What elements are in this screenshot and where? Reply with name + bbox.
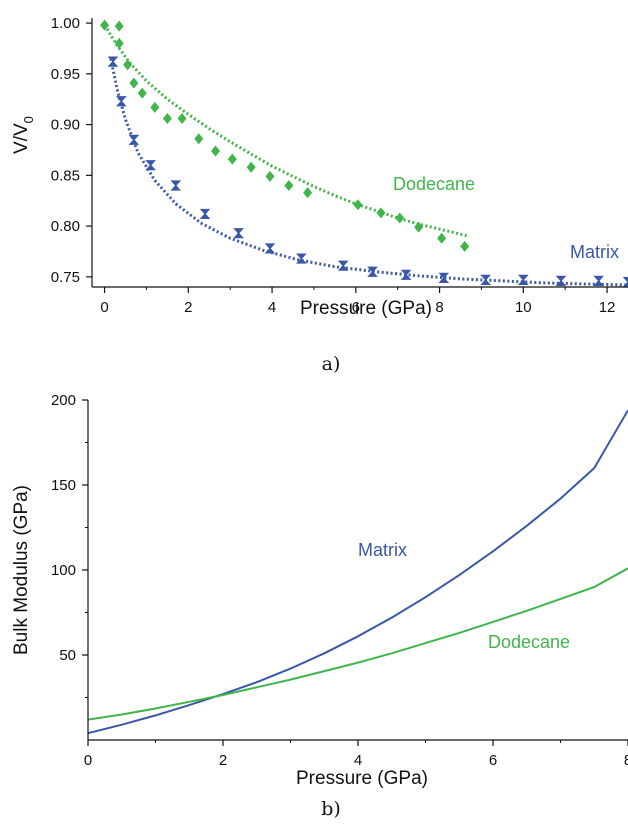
data-point-dodecane <box>150 101 160 113</box>
chart-b-x-tick-label: 0 <box>84 752 92 769</box>
chart-a-x-tick-label: 10 <box>515 299 532 316</box>
data-point-dodecane <box>211 145 221 157</box>
data-point-dodecane <box>162 112 172 124</box>
series-line-matrix <box>87 409 628 735</box>
data-point-dodecane <box>376 207 386 219</box>
chart-b-x-axis-title: Pressure (GPa) <box>296 768 428 789</box>
data-point-dodecane <box>177 112 187 124</box>
data-point-matrix <box>622 276 628 288</box>
data-point-dodecane <box>114 20 124 32</box>
data-point-dodecane <box>437 232 447 244</box>
series-line-dodecane <box>87 567 628 721</box>
data-point-matrix <box>337 260 349 271</box>
chart-a-points <box>100 19 628 288</box>
chart-a-x-tick-label: 8 <box>435 299 443 316</box>
data-point-dodecane <box>123 59 133 71</box>
chart-a-y-tick-label: 1.00 <box>51 15 80 32</box>
series-label-matrix-b: Matrix <box>358 540 407 560</box>
data-point-dodecane <box>303 187 313 199</box>
chart-a-x-axis-title: Pressure (GPa) <box>300 298 432 319</box>
chart-b-lines <box>87 409 628 735</box>
data-point-matrix <box>555 275 567 287</box>
data-point-matrix <box>115 96 127 107</box>
data-point-dodecane <box>414 221 424 233</box>
data-point-dodecane <box>284 179 294 191</box>
chart-a-y-tick-label: 0.95 <box>51 66 80 83</box>
data-point-matrix <box>145 160 156 171</box>
chart-a-y-axis-title-subscript: 0 <box>21 116 36 123</box>
data-point-dodecane <box>353 199 363 211</box>
chart-b: 0 2 4 6 8 50 100 150 200 Matrix Dodecane Pressur… <box>11 392 628 820</box>
chart-b-y-tick-label: 100 <box>51 562 76 579</box>
data-point-dodecane <box>265 170 275 182</box>
chart-b-axes: 0 2 4 6 8 50 100 150 200 <box>51 392 628 769</box>
caption-b: b) <box>321 798 341 820</box>
data-point-dodecane <box>460 240 470 252</box>
data-point-matrix <box>128 134 140 145</box>
data-point-matrix <box>107 56 119 67</box>
chart-b-y-tick-label: 50 <box>59 647 76 664</box>
data-point-matrix <box>367 266 378 277</box>
data-point-dodecane <box>114 37 124 49</box>
data-point-dodecane <box>129 77 139 89</box>
data-point-dodecane <box>227 153 237 165</box>
caption-a: a) <box>322 353 341 375</box>
data-point-matrix <box>296 253 307 264</box>
data-point-matrix <box>593 275 605 287</box>
chart-a: 0 2 4 6 8 10 12 0.75 0.80 0.85 0.90 0.95 1.00 Dodeca… <box>11 15 628 375</box>
data-point-matrix <box>400 269 412 280</box>
data-point-matrix <box>199 208 211 220</box>
chart-a-x-tick-label: 6 <box>352 299 360 316</box>
fit-line-matrix <box>109 58 628 287</box>
chart-a-y-tick-label: 0.80 <box>51 218 80 235</box>
data-point-matrix <box>264 243 276 254</box>
data-point-dodecane <box>395 212 405 224</box>
data-point-matrix <box>438 272 450 283</box>
data-point-matrix <box>170 180 182 191</box>
series-label-matrix: Matrix <box>570 242 619 262</box>
chart-b-y-tick-label: 200 <box>51 392 76 409</box>
data-point-matrix <box>517 274 529 285</box>
series-label-dodecane: Dodecane <box>393 174 475 194</box>
chart-a-y-tick-label: 0.85 <box>51 167 80 184</box>
chart-a-y-axis-title-main: V/V <box>11 123 32 154</box>
chart-b-y-axis-title: Bulk Modulus (GPa) <box>11 485 32 655</box>
data-point-dodecane <box>137 87 147 99</box>
fit-line-dodecane <box>103 24 470 238</box>
chart-a-y-tick-label: 0.75 <box>51 269 80 286</box>
data-point-matrix <box>480 274 491 285</box>
chart-a-x-tick-label: 12 <box>599 299 616 316</box>
chart-a-y-axis-title: V/V0 <box>11 116 36 154</box>
chart-a-x-tick-label: 4 <box>268 299 276 316</box>
chart-a-y-tick-label: 0.90 <box>51 117 80 134</box>
chart-b-y-tick-label: 150 <box>51 477 76 494</box>
data-point-dodecane <box>246 161 256 173</box>
chart-b-x-tick-label: 8 <box>624 752 628 769</box>
data-point-dodecane <box>100 19 110 31</box>
chart-b-x-tick-label: 2 <box>219 752 227 769</box>
data-point-matrix <box>233 228 244 239</box>
chart-a-fit-lines <box>103 24 628 287</box>
chart-a-x-tick-label: 0 <box>100 299 108 316</box>
chart-b-x-tick-label: 4 <box>354 752 362 769</box>
chart-a-axes: 0 2 4 6 8 10 12 0.75 0.80 0.85 0.90 0.95 1.00 <box>51 15 628 316</box>
chart-a-x-tick-label: 2 <box>184 299 192 316</box>
chart-b-x-tick-label: 6 <box>489 752 497 769</box>
series-label-dodecane-b: Dodecane <box>488 632 570 652</box>
data-point-dodecane <box>194 133 204 145</box>
